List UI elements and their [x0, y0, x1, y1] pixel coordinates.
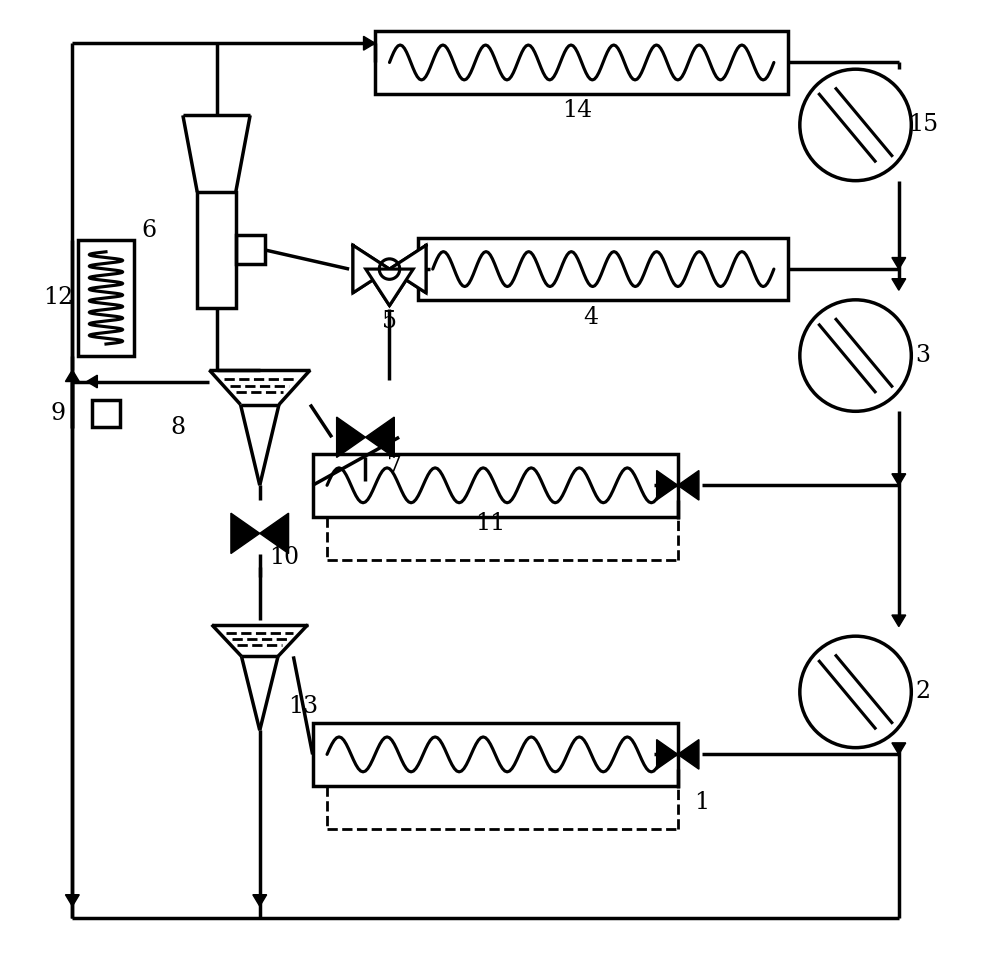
Text: 8: 8	[171, 416, 186, 439]
Text: 7: 7	[387, 455, 402, 478]
Text: 15: 15	[908, 113, 938, 136]
Text: 11: 11	[475, 512, 506, 535]
Text: 4: 4	[584, 306, 599, 329]
Polygon shape	[353, 245, 389, 293]
Polygon shape	[892, 615, 906, 627]
Polygon shape	[657, 740, 678, 769]
Polygon shape	[678, 471, 699, 500]
Text: 2: 2	[915, 680, 930, 703]
Polygon shape	[657, 471, 678, 500]
Text: 13: 13	[288, 695, 318, 718]
Polygon shape	[892, 474, 906, 485]
Polygon shape	[253, 895, 267, 906]
Bar	[197, 192, 236, 308]
Bar	[236, 235, 265, 264]
Text: 3: 3	[915, 344, 930, 367]
Polygon shape	[65, 895, 79, 906]
Bar	[313, 723, 678, 786]
Polygon shape	[366, 269, 413, 306]
Polygon shape	[365, 417, 394, 457]
Polygon shape	[892, 279, 906, 290]
Bar	[375, 31, 788, 93]
Bar	[313, 454, 678, 516]
Text: 12: 12	[43, 286, 73, 309]
Polygon shape	[337, 417, 365, 457]
Polygon shape	[892, 258, 906, 269]
Polygon shape	[678, 740, 699, 769]
Bar	[78, 240, 134, 356]
Polygon shape	[231, 513, 260, 554]
Polygon shape	[87, 375, 97, 388]
Polygon shape	[260, 513, 289, 554]
Polygon shape	[389, 245, 426, 293]
Text: 14: 14	[562, 99, 592, 122]
Polygon shape	[65, 370, 79, 382]
Text: 10: 10	[269, 546, 299, 569]
Text: 1: 1	[694, 791, 709, 814]
Text: 5: 5	[382, 310, 397, 333]
Text: 6: 6	[142, 219, 157, 242]
Polygon shape	[364, 37, 375, 50]
Text: 9: 9	[50, 402, 66, 425]
Polygon shape	[892, 743, 906, 754]
Bar	[418, 238, 788, 300]
Bar	[92, 400, 120, 427]
